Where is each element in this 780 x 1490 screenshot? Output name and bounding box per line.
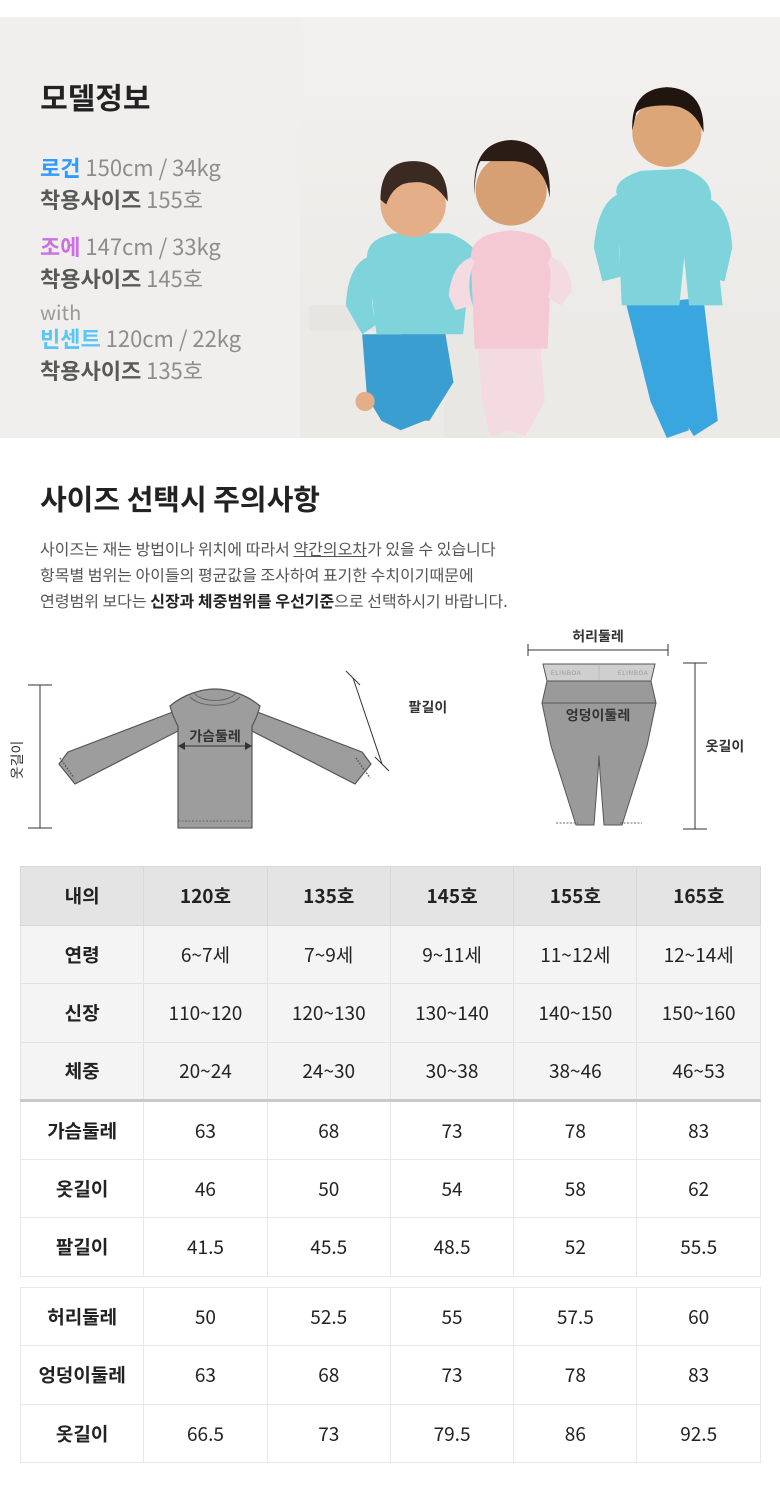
svg-text:옷길이: 옷길이 [706, 736, 745, 756]
svg-text:엉덩이둘레: 엉덩이둘레 [566, 705, 630, 725]
svg-text:허리둘레: 허리둘레 [572, 628, 624, 646]
svg-text:옷길이: 옷길이 [7, 741, 27, 780]
svg-text:가슴둘레: 가슴둘레 [189, 726, 241, 746]
svg-text:ELINBOA: ELINBOA [551, 667, 581, 677]
svg-text:팔길이: 팔길이 [409, 697, 448, 717]
svg-text:ELINBOA: ELINBOA [618, 667, 648, 677]
